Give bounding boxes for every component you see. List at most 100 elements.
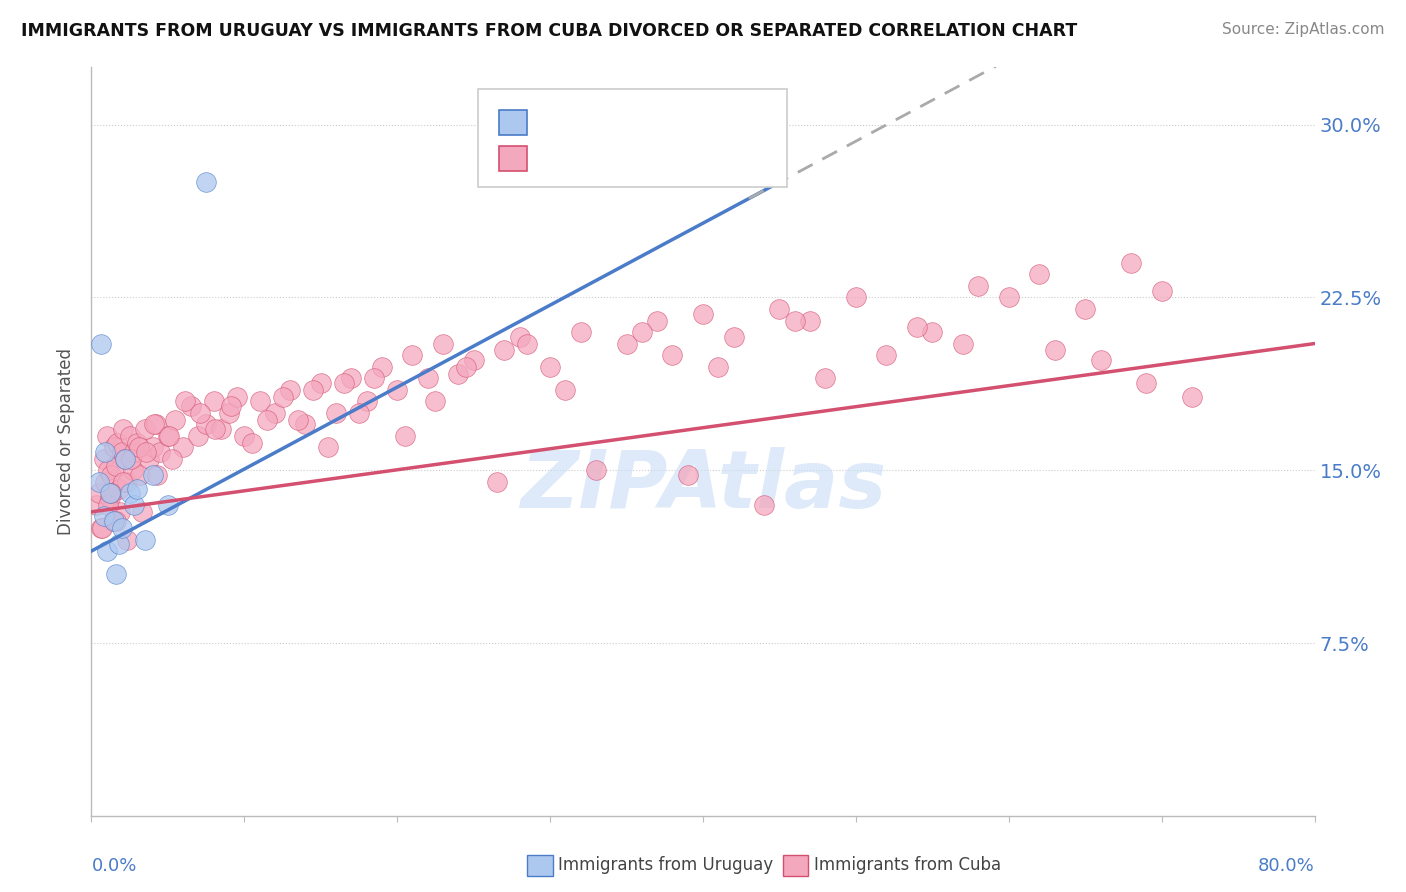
Point: [1028, 268, 1050, 282]
Point: [98, 486, 121, 500]
Text: N =: N =: [654, 150, 693, 168]
Point: [225, 390, 247, 404]
Point: [134, 422, 156, 436]
Point: [325, 406, 347, 420]
Point: [278, 383, 301, 397]
Point: [180, 399, 202, 413]
Text: 0.442: 0.442: [586, 150, 643, 168]
Point: [115, 533, 138, 547]
Point: [1150, 284, 1173, 298]
Point: [538, 359, 561, 374]
Text: R =: R =: [538, 150, 578, 168]
Point: [485, 475, 508, 489]
Point: [347, 406, 370, 420]
Text: R =: R =: [538, 113, 578, 131]
Point: [432, 336, 454, 351]
Point: [114, 451, 136, 466]
Text: Immigrants from Cuba: Immigrants from Cuba: [814, 856, 1001, 874]
Point: [173, 394, 195, 409]
Point: [233, 429, 256, 443]
Point: [91, 521, 114, 535]
Point: [157, 429, 180, 443]
Point: [416, 371, 439, 385]
Point: [799, 313, 821, 327]
Point: [661, 348, 683, 362]
Point: [631, 325, 654, 339]
Point: [165, 412, 187, 426]
Point: [122, 498, 145, 512]
Point: [120, 451, 142, 466]
Point: [110, 505, 132, 519]
Point: [447, 367, 470, 381]
Point: [1074, 301, 1097, 316]
Point: [249, 394, 271, 409]
Text: Immigrants from Uruguay: Immigrants from Uruguay: [558, 856, 773, 874]
Point: [141, 467, 163, 482]
Point: [302, 383, 325, 397]
Text: 0.0%: 0.0%: [91, 857, 136, 875]
Point: [195, 417, 218, 432]
Point: [998, 290, 1021, 304]
Point: [149, 445, 172, 459]
Point: [98, 491, 121, 505]
Y-axis label: Divorced or Separated: Divorced or Separated: [58, 348, 76, 535]
Point: [84, 498, 107, 512]
Point: [114, 451, 136, 466]
Point: [569, 325, 592, 339]
Point: [1121, 256, 1143, 270]
Point: [219, 399, 242, 413]
Point: [111, 521, 134, 535]
Point: [554, 383, 576, 397]
Point: [108, 537, 131, 551]
Point: [118, 429, 141, 443]
Point: [134, 533, 156, 547]
Text: Source: ZipAtlas.com: Source: ZipAtlas.com: [1222, 22, 1385, 37]
Point: [363, 371, 385, 385]
Point: [425, 394, 447, 409]
Point: [112, 422, 135, 436]
Point: [187, 429, 209, 443]
Point: [96, 429, 118, 443]
Point: [814, 371, 837, 385]
Point: [905, 320, 928, 334]
Point: [87, 475, 110, 489]
Point: [156, 429, 179, 443]
Point: [645, 313, 668, 327]
Point: [1043, 343, 1066, 358]
Point: [692, 307, 714, 321]
Text: 18: 18: [696, 113, 721, 131]
Point: [93, 451, 115, 466]
Point: [454, 359, 477, 374]
Point: [195, 175, 218, 189]
Point: [371, 359, 394, 374]
Text: N =: N =: [654, 113, 693, 131]
Point: [104, 567, 127, 582]
Point: [112, 475, 135, 489]
Point: [111, 445, 134, 459]
Point: [145, 417, 167, 432]
Point: [188, 406, 211, 420]
Point: [103, 514, 125, 528]
Point: [264, 406, 287, 420]
Point: [287, 412, 309, 426]
Point: [921, 325, 943, 339]
Point: [356, 394, 378, 409]
Point: [90, 521, 112, 535]
Point: [1181, 390, 1204, 404]
Text: ZIPAtlas: ZIPAtlas: [520, 448, 886, 525]
Point: [115, 475, 138, 489]
Point: [394, 429, 416, 443]
Point: [156, 498, 179, 512]
Point: [401, 348, 423, 362]
Point: [162, 451, 184, 466]
Point: [616, 336, 638, 351]
Point: [131, 505, 153, 519]
Point: [100, 467, 122, 482]
Point: [118, 486, 141, 500]
Point: [271, 390, 294, 404]
Point: [240, 435, 263, 450]
Point: [141, 440, 163, 454]
Point: [463, 352, 485, 367]
Point: [127, 435, 149, 450]
Point: [1090, 352, 1112, 367]
